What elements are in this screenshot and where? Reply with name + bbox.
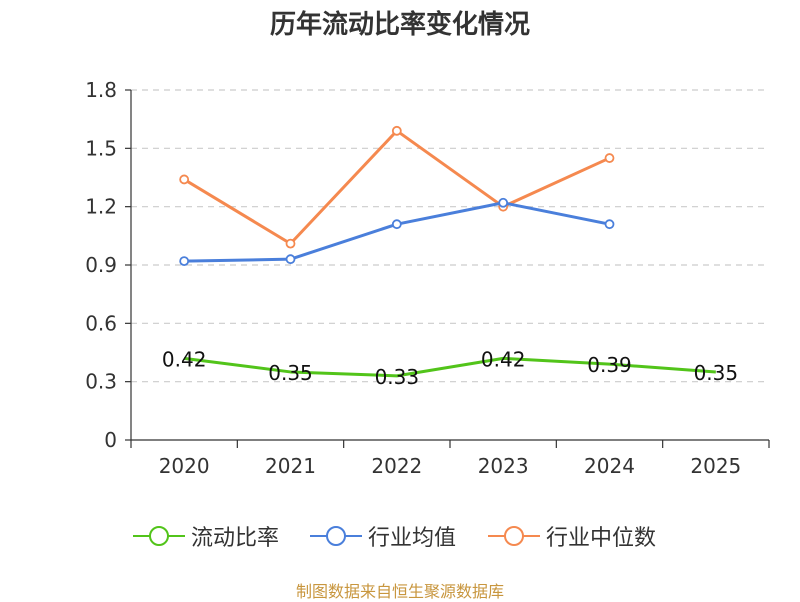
chart-legend: 流动比率 行业均值 行业中位数 (0, 520, 800, 554)
data-label: 0.42 (162, 347, 207, 371)
y-tick-label: 0 (104, 428, 117, 452)
x-tick-label: 2025 (690, 454, 741, 478)
legend-item-industry-median[interactable]: 行业中位数 (488, 520, 656, 552)
x-tick-label: 2021 (265, 454, 316, 478)
x-tick-label: 2023 (478, 454, 529, 478)
legend-item-industry-mean[interactable]: 行业均值 (310, 520, 456, 552)
x-tick-label: 2020 (159, 454, 210, 478)
data-point (179, 174, 190, 185)
data-point (391, 219, 402, 230)
data-point (285, 238, 296, 249)
legend-swatch-current-ratio (133, 526, 185, 546)
legend-item-current-ratio[interactable]: 流动比率 (133, 520, 279, 552)
data-point (179, 256, 190, 267)
data-label: 0.35 (694, 361, 739, 385)
legend-label-current-ratio: 流动比率 (191, 526, 280, 551)
data-label: 0.39 (587, 353, 632, 377)
data-point (604, 219, 615, 230)
data-point (391, 125, 402, 136)
legend-swatch-industry-mean (310, 526, 362, 546)
chart-title: 历年流动比率变化情况 (269, 10, 530, 40)
series-line (183, 356, 716, 378)
data-point (498, 197, 509, 208)
source-note: 制图数据来自恒生聚源数据库 (295, 582, 504, 601)
legend-label-industry-mean: 行业均值 (368, 526, 457, 551)
x-tick-label: 2022 (371, 454, 422, 478)
y-tick-label: 0.9 (85, 253, 117, 277)
x-tick-label: 2024 (584, 454, 635, 478)
data-point (604, 153, 615, 163)
y-tick-label: 1.5 (85, 136, 117, 160)
data-label: 0.35 (268, 361, 313, 385)
series-line (184, 201, 610, 263)
data-label: 0.33 (375, 365, 420, 389)
y-tick-label: 1.8 (85, 78, 117, 102)
legend-label-industry-median: 行业中位数 (546, 526, 657, 551)
y-tick-label: 0.3 (85, 370, 117, 394)
data-label: 0.42 (481, 347, 526, 371)
data-point (285, 254, 296, 265)
legend-swatch-industry-median (488, 526, 540, 546)
y-tick-label: 0.6 (85, 311, 117, 335)
y-tick-label: 1.2 (85, 195, 117, 219)
